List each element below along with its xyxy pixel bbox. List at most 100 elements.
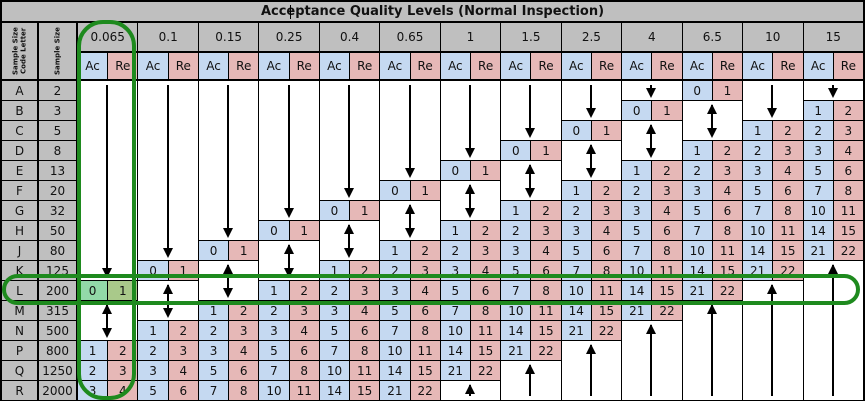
re-value: 8 xyxy=(833,181,863,200)
re-value: 1 xyxy=(350,201,380,220)
re-value: 8 xyxy=(410,321,440,340)
aql-header-15: 15 xyxy=(803,23,863,51)
re-value: 6 xyxy=(712,201,743,220)
ac-header: Ac xyxy=(440,53,470,79)
arrowhead-down-icon xyxy=(102,268,113,278)
arrowhead-down-icon xyxy=(767,108,778,118)
re-value: 15 xyxy=(471,341,501,360)
arrow-up-down-icon xyxy=(106,305,109,336)
re-value: 8 xyxy=(350,341,380,360)
aql-header-0.65: 0.65 xyxy=(380,23,440,51)
re-value: 4 xyxy=(833,141,863,160)
sample-size-Q: 1250 xyxy=(39,361,76,380)
arrow-down-icon xyxy=(469,85,471,156)
re-value: 3 xyxy=(712,161,743,180)
ac-value: 10 xyxy=(319,361,350,380)
arrowhead-up-icon xyxy=(162,284,173,294)
ac-value: 5 xyxy=(138,381,168,400)
ac-value: 14 xyxy=(622,281,652,300)
ac-value: 5 xyxy=(198,361,229,380)
ac-value: 7 xyxy=(743,201,773,220)
re-value: 2 xyxy=(591,181,622,200)
ac-value: 10 xyxy=(682,241,712,260)
ac-value: 2 xyxy=(743,141,773,160)
sample-size-B: 3 xyxy=(39,101,76,120)
ac-value: 7 xyxy=(380,321,410,340)
arrowhead-down-icon xyxy=(102,328,113,338)
arrow-down-icon xyxy=(408,85,411,176)
arrowhead-down-icon xyxy=(223,228,234,238)
ac-header: Ac xyxy=(803,53,833,79)
re-value: 2 xyxy=(229,301,259,320)
ac-value: 3 xyxy=(743,161,773,180)
ac-value: 1 xyxy=(319,261,350,280)
arrow-up-down-icon xyxy=(287,245,290,276)
ac-header: Ac xyxy=(501,53,531,79)
ac-value: 14 xyxy=(319,381,350,400)
arrowhead-down-icon xyxy=(525,188,536,198)
ac-value: 21 xyxy=(501,341,531,360)
ac-value: 0 xyxy=(259,221,289,240)
re-value: 3 xyxy=(229,321,259,340)
aql-header-6.5: 6.5 xyxy=(682,23,743,51)
ac-value: 3 xyxy=(138,361,168,380)
ac-value: 5 xyxy=(622,221,652,240)
ac-value: 1 xyxy=(682,141,712,160)
re-value: 22 xyxy=(652,301,682,320)
ac-value: 2 xyxy=(78,361,108,380)
re-value: 4 xyxy=(229,341,259,360)
ac-value: 0 xyxy=(561,121,591,140)
re-value: 6 xyxy=(591,241,622,260)
re-value: 1 xyxy=(168,261,198,280)
ac-value: 10 xyxy=(380,341,410,360)
re-value: 8 xyxy=(471,301,501,320)
ac-value: 2 xyxy=(138,341,168,360)
arrowhead-down-icon xyxy=(827,88,838,98)
arrowhead-down-icon xyxy=(404,168,415,178)
re-value: 4 xyxy=(531,241,561,260)
code-letter-M: M xyxy=(2,301,37,320)
arrowhead-up-icon xyxy=(344,224,355,234)
re-header: Re xyxy=(833,53,863,79)
ac-value: 7 xyxy=(501,281,531,300)
ac-value: 21 xyxy=(803,241,833,260)
re-value: 15 xyxy=(410,361,440,380)
re-value: 3 xyxy=(410,261,440,280)
re-value: 15 xyxy=(773,241,803,260)
ac-header: Ac xyxy=(380,53,410,79)
re-value: 11 xyxy=(289,381,319,400)
ac-value: 1 xyxy=(78,341,108,360)
re-value: 2 xyxy=(773,121,803,140)
re-header: Re xyxy=(410,53,440,79)
arrow-up-down-icon xyxy=(529,165,532,196)
re-header: Re xyxy=(652,53,682,79)
code-letter-D: D xyxy=(2,141,37,160)
re-value: 2 xyxy=(410,241,440,260)
arrowhead-down-icon xyxy=(525,128,536,138)
ac-value: 3 xyxy=(803,141,833,160)
ac-value: 2 xyxy=(319,281,350,300)
ac-value: 3 xyxy=(622,201,652,220)
arrowhead-down-icon xyxy=(585,168,596,178)
header-code-letter: Sample Size Code Letter xyxy=(2,23,37,79)
re-header: Re xyxy=(712,53,743,79)
ac-value: 0 xyxy=(440,161,470,180)
aql-header-0.1: 0.1 xyxy=(138,23,198,51)
sample-size-A: 2 xyxy=(39,81,76,100)
sample-size-E: 13 xyxy=(39,161,76,180)
re-value: 6 xyxy=(168,381,198,400)
ac-value: 5 xyxy=(561,241,591,260)
ac-value: 10 xyxy=(440,321,470,340)
code-letter-C: C xyxy=(2,121,37,140)
arrow-up-icon xyxy=(771,285,774,396)
aql-header-0.15: 0.15 xyxy=(198,23,259,51)
sample-size-K: 125 xyxy=(39,261,76,280)
aql-header-1: 1 xyxy=(440,23,501,51)
re-value: 8 xyxy=(229,381,259,400)
re-value: 15 xyxy=(350,381,380,400)
arrowhead-up-icon xyxy=(465,184,475,194)
aql-header-2.5: 2.5 xyxy=(561,23,622,51)
arrow-down-icon xyxy=(771,85,774,116)
ac-value: 3 xyxy=(682,181,712,200)
ac-header: Ac xyxy=(561,53,591,79)
